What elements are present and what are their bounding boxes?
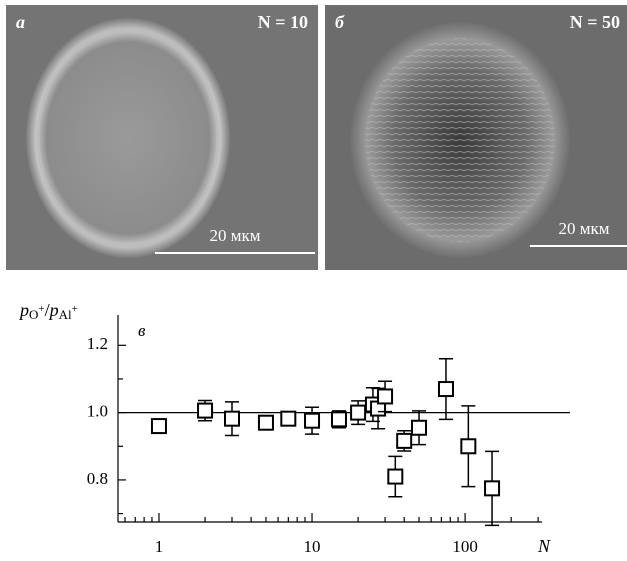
marker (485, 481, 499, 495)
marker (412, 421, 426, 435)
y-label-part: p (48, 300, 59, 320)
y-label-part: + (72, 303, 78, 315)
x-tick-label: 10 (304, 537, 321, 556)
x-tick-label: 100 (452, 537, 478, 556)
marker (461, 439, 475, 453)
marker (351, 406, 365, 420)
y-label-part: p (18, 300, 29, 320)
marker (225, 412, 239, 426)
image-a: а N = 10 20 мкм (6, 5, 318, 270)
marker (397, 434, 411, 448)
x-tick-label: 1 (155, 537, 164, 556)
panel-annotation: N = 10 (258, 12, 308, 32)
marker (259, 416, 273, 430)
scale-label: 20 мкм (209, 226, 260, 245)
panel-label: б (335, 12, 345, 32)
y-label-part: O (29, 307, 38, 322)
y-axis-label: pO+/pAl+ (18, 300, 78, 322)
marker (332, 412, 346, 426)
panel-label: а (16, 12, 25, 32)
marker (439, 382, 453, 396)
panel-label: в (138, 321, 146, 340)
x-axis-label: N (537, 536, 551, 556)
y-label-part: Al (59, 307, 72, 322)
panel-annotation: N = 50 (570, 12, 620, 32)
y-tick-label: 0.8 (87, 469, 108, 488)
marker (388, 470, 402, 484)
marker (281, 412, 295, 426)
y-tick-label: 1.0 (87, 402, 108, 421)
scale-label: 20 мкм (558, 219, 609, 238)
marker (198, 404, 212, 418)
marker (152, 419, 166, 433)
figure: а N = 10 20 мкм б N = 50 20 мкм 0.8 1.0 1.… (0, 0, 627, 561)
image-b: б N = 50 20 мкм (325, 5, 627, 270)
marker (305, 414, 319, 428)
marker (378, 389, 392, 403)
y-tick-label: 1.2 (87, 334, 108, 353)
